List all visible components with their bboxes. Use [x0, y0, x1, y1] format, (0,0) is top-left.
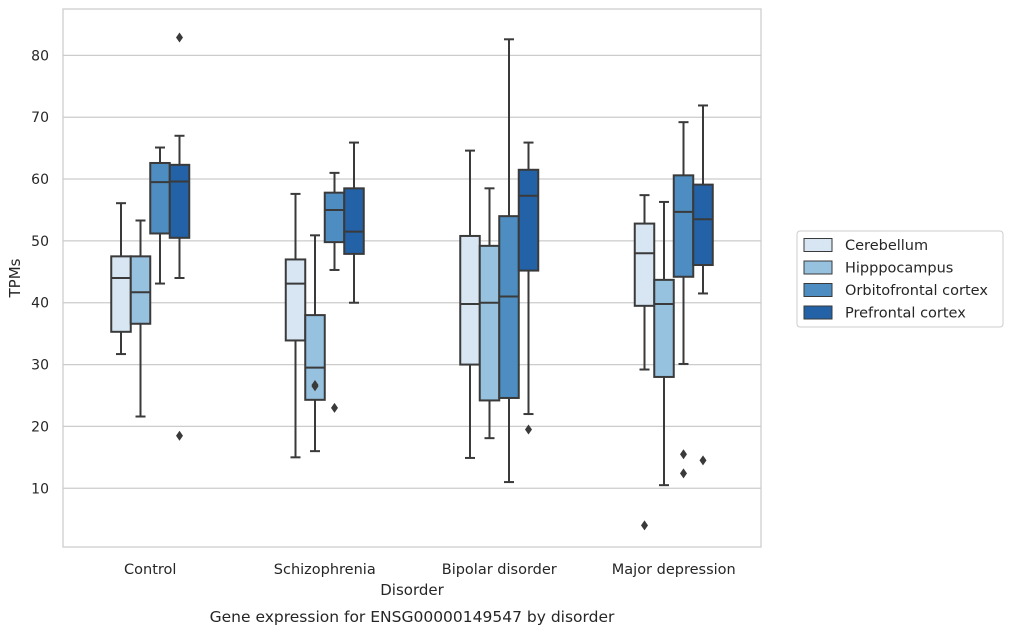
- outlier-marker: [176, 32, 183, 43]
- outlier-marker: [176, 430, 183, 441]
- x-tick-label: Major depression: [612, 562, 736, 578]
- outlier-marker: [699, 455, 707, 466]
- box-body: [129, 255, 152, 325]
- legend-frame: [796, 230, 1004, 328]
- box-body: [478, 244, 501, 402]
- box-body: [517, 168, 540, 272]
- y-tick-label: 30: [31, 358, 49, 374]
- box-body: [343, 187, 365, 255]
- outlier-marker: [680, 468, 687, 479]
- y-tick-label: 70: [31, 110, 49, 126]
- boxes: [110, 32, 714, 531]
- box: [304, 234, 326, 453]
- box: [633, 194, 656, 531]
- outlier-marker: [525, 424, 532, 435]
- box-body: [168, 163, 191, 239]
- box: [168, 32, 191, 441]
- legend: Cerebellum Hipppocampus Orbitofrontal cort…: [796, 230, 1004, 328]
- box: [478, 187, 501, 440]
- outlier-marker: [641, 520, 648, 531]
- y-tick-label: 50: [31, 234, 49, 250]
- legend-label: Prefrontal cortex: [845, 306, 966, 322]
- box: [343, 141, 365, 304]
- box-body: [284, 258, 307, 342]
- legend-label: Orbitofrontal cortex: [845, 283, 988, 299]
- legend-swatch: [803, 260, 833, 275]
- y-tick-label: 10: [31, 481, 49, 497]
- y-tick-label: 40: [31, 296, 49, 312]
- box-body: [653, 278, 675, 378]
- box-body: [692, 183, 714, 267]
- box: [129, 219, 152, 418]
- legend-label: Hipppocampus: [845, 261, 953, 277]
- y-tick-label: 20: [31, 419, 49, 435]
- box: [498, 38, 520, 484]
- box: [653, 200, 675, 487]
- legend-label: Cerebellum: [845, 238, 928, 254]
- x-tick-labels: Control Schizophrenia Bipolar disorder Majo…: [124, 562, 736, 578]
- legend-swatch: [803, 305, 833, 320]
- box-body: [149, 161, 171, 235]
- chart-caption: Gene expression for ENSG00000149547 by d…: [210, 608, 615, 626]
- box-body: [323, 191, 346, 244]
- outlier-marker: [331, 402, 338, 413]
- x-tick-label: Control: [124, 562, 176, 578]
- box-body: [459, 234, 481, 366]
- box: [323, 171, 346, 413]
- y-tick-label: 80: [31, 48, 49, 64]
- legend-swatch: [803, 238, 833, 252]
- box: [110, 202, 132, 356]
- y-tick-labels: 10 20 30 40 50 60 70 80: [31, 48, 49, 497]
- x-axis-label: Disorder: [380, 581, 444, 599]
- box: [284, 192, 307, 459]
- box-body: [110, 255, 132, 333]
- y-tick-label: 60: [31, 172, 49, 188]
- box-body: [304, 314, 326, 401]
- legend-swatch: [803, 283, 833, 297]
- box-body: [633, 222, 656, 307]
- box-body: [498, 215, 520, 399]
- legend-items: Cerebellum Hipppocampus Orbitofrontal cort…: [803, 238, 988, 322]
- x-tick-label: Schizophrenia: [274, 562, 376, 578]
- y-axis-label: TPMs: [6, 258, 24, 298]
- x-tick-label: Bipolar disorder: [442, 562, 557, 578]
- box: [517, 141, 540, 435]
- plot-area: [62, 8, 762, 548]
- outlier-marker: [680, 449, 687, 460]
- outlier-marker: [311, 379, 319, 390]
- box-body: [672, 174, 695, 278]
- box: [692, 104, 714, 466]
